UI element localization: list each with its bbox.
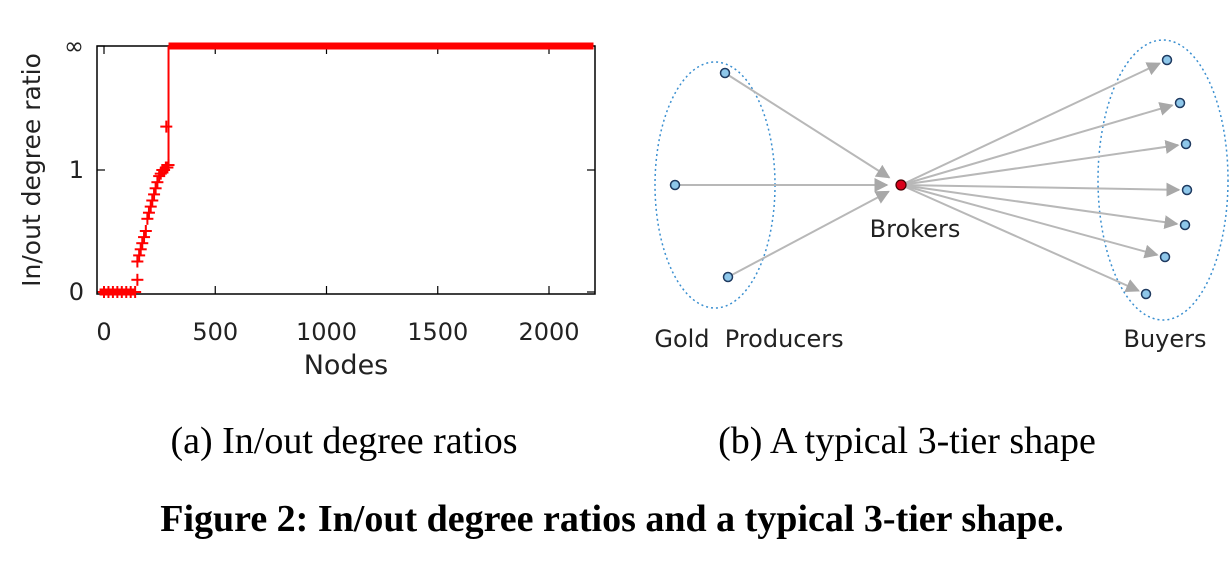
caption-b: (b) A typical 3-tier shape [718, 420, 1096, 462]
data-point-plus [134, 243, 147, 256]
y-axis-label: In/out degree ratio [17, 53, 46, 287]
data-point-plus [131, 273, 144, 286]
buyers-label: Buyers [1123, 325, 1206, 353]
edge-producer-to-broker [724, 72, 891, 179]
data-point-plus [136, 237, 149, 250]
x-axis-label: Nodes [304, 350, 389, 381]
broker-node [895, 179, 907, 191]
buyer-node [1161, 54, 1173, 66]
data-point-plus [162, 159, 175, 172]
data-point-plus [133, 249, 146, 262]
buyer-node [1181, 184, 1193, 196]
buyer-node [1140, 288, 1152, 300]
data-point-plus [141, 212, 154, 225]
buyers-group-ellipse [1097, 39, 1229, 321]
producers-label: Gold Producers [654, 325, 843, 353]
data-point-plus [153, 170, 166, 183]
diagram-three-tier: Gold Producers Brokers Buyers [654, 39, 1229, 353]
data-point-plus [129, 286, 142, 298]
edge-broker-to-buyer [900, 184, 1159, 259]
buyer-node [1180, 138, 1192, 150]
data-point-plus [151, 176, 164, 189]
caption-a: (a) In/out degree ratios [170, 420, 517, 462]
x-tick-label: 2000 [518, 318, 579, 346]
data-point-plus [146, 194, 159, 207]
buyer-node [1159, 251, 1171, 263]
y-tick-label: 0 [69, 278, 84, 306]
buyer-node [1179, 219, 1191, 231]
data-point-plus [142, 206, 155, 219]
edge-broker-to-buyer [900, 182, 1181, 197]
nodes-layer [669, 54, 1193, 300]
producer-node [722, 271, 734, 283]
data-point-plus [144, 200, 157, 213]
edges-layer [675, 62, 1181, 293]
edge-producer-to-broker [727, 190, 890, 278]
series-layer [98, 42, 594, 298]
x-tick-label: 0 [96, 318, 111, 346]
data-point-plus [138, 231, 151, 244]
edge-broker-to-buyer [900, 62, 1162, 186]
data-point-plus [131, 255, 144, 268]
producer-node [719, 67, 731, 79]
edge-broker-to-buyer [900, 184, 1179, 230]
edge-broker-to-buyer [900, 102, 1174, 186]
brokers-label: Brokers [870, 215, 961, 243]
producer-node [669, 179, 681, 191]
x-tick-label: 1500 [407, 318, 468, 346]
data-point-plus [161, 161, 174, 174]
y-axis-ticks: 0 1 ∞ [64, 32, 595, 306]
buyer-node [1174, 97, 1186, 109]
x-axis-ticks: 0 500 1000 1500 2000 [96, 46, 580, 346]
x-tick-label: 500 [192, 318, 238, 346]
data-point-plus [148, 188, 161, 201]
data-point-plus [139, 225, 152, 237]
y-tick-label: ∞ [64, 32, 84, 60]
x-tick-label: 1000 [296, 318, 357, 346]
figure-caption: Figure 2: In/out degree ratios and a typ… [160, 498, 1064, 540]
y-tick-label: 1 [69, 156, 84, 184]
plot-frame [96, 45, 596, 295]
edge-broker-to-buyer [900, 140, 1180, 186]
edge-broker-to-buyer [900, 184, 1140, 293]
data-point-plus [160, 120, 173, 133]
data-point-plus [149, 182, 162, 195]
chart-degree-ratios: 0 500 1000 1500 2000 0 1 ∞ Nodes In/out degree… [17, 32, 596, 381]
